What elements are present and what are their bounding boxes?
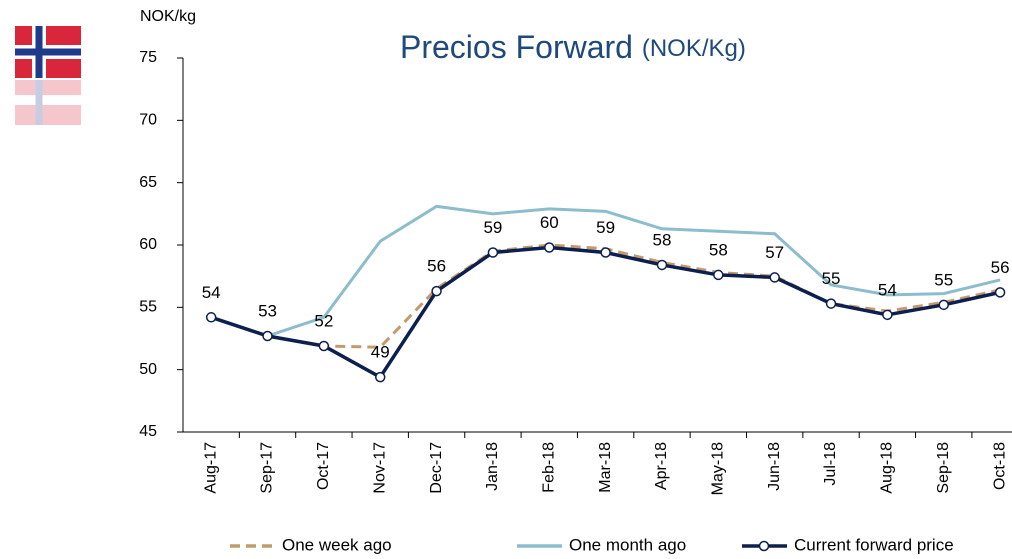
x-tick-label: Oct-17	[315, 442, 332, 490]
data-point	[656, 259, 668, 271]
x-tick-label: May-18	[710, 442, 727, 495]
x-tick-label: Dec-17	[428, 442, 445, 494]
data-label: 56	[427, 257, 446, 276]
data-point	[374, 371, 386, 383]
data-label: 52	[314, 311, 333, 330]
data-point	[713, 269, 724, 281]
data-label: 55	[934, 270, 953, 289]
legend-marker	[758, 540, 770, 552]
data-label: 54	[878, 280, 897, 299]
data-point	[431, 285, 442, 297]
data-point	[769, 272, 780, 283]
norway-flag	[15, 26, 81, 125]
data-point	[994, 287, 1006, 298]
legend-label: One month ago	[569, 535, 686, 554]
data-label: 59	[483, 218, 502, 237]
data-label: 58	[709, 240, 728, 259]
y-tick-label: 60	[139, 236, 157, 253]
data-point	[262, 330, 273, 342]
legend-label: One week ago	[282, 535, 392, 554]
data-point	[318, 340, 330, 352]
x-tick-label: Apr-18	[653, 442, 670, 490]
data-point	[487, 247, 499, 258]
x-tick-label: Sep-18	[935, 442, 952, 494]
legend-item: One week ago	[230, 535, 392, 554]
data-label: 58	[653, 230, 672, 249]
legend-item: One month ago	[517, 535, 686, 554]
data-point	[825, 298, 837, 309]
data-label: 55	[822, 269, 841, 288]
series-line	[267, 204, 1001, 338]
data-label: 49	[371, 343, 390, 362]
x-tick-label: Jul-18	[822, 442, 839, 486]
legend-item: Current forward price	[742, 535, 954, 554]
data-label: 57	[765, 243, 784, 262]
data-point	[938, 299, 949, 311]
x-tick-label: Sep-17	[259, 442, 276, 494]
data-point	[544, 242, 555, 253]
data-label: 56	[991, 258, 1010, 277]
y-tick-label: 50	[139, 361, 157, 378]
y-tick-label: 45	[139, 423, 157, 440]
x-tick-label: Aug-17	[202, 442, 219, 494]
data-label: 59	[596, 218, 615, 237]
y-tick-label: 75	[139, 49, 157, 66]
x-tick-label: Nov-17	[371, 442, 388, 494]
data-point	[600, 247, 611, 258]
data-label: 54	[202, 283, 221, 302]
legend-label: Current forward price	[794, 535, 954, 554]
y-tick-label: 70	[139, 112, 157, 129]
data-point	[205, 312, 217, 323]
x-tick-label: Jan-18	[484, 442, 501, 491]
data-point	[882, 309, 893, 321]
x-tick-label: Oct-18	[991, 442, 1008, 490]
x-tick-label: Jun-18	[766, 442, 783, 491]
x-tick-label: Aug-18	[879, 442, 896, 494]
x-tick-label: Feb-18	[540, 442, 557, 493]
data-label: 60	[540, 213, 559, 232]
y-tick-label: 65	[139, 174, 157, 191]
chart-title: Precios Forward (NOK/Kg)	[400, 29, 746, 65]
data-label: 53	[258, 301, 277, 320]
y-axis-label: NOK/kg	[140, 8, 196, 25]
x-tick-label: Mar-18	[597, 442, 614, 493]
y-tick-label: 55	[139, 299, 157, 316]
